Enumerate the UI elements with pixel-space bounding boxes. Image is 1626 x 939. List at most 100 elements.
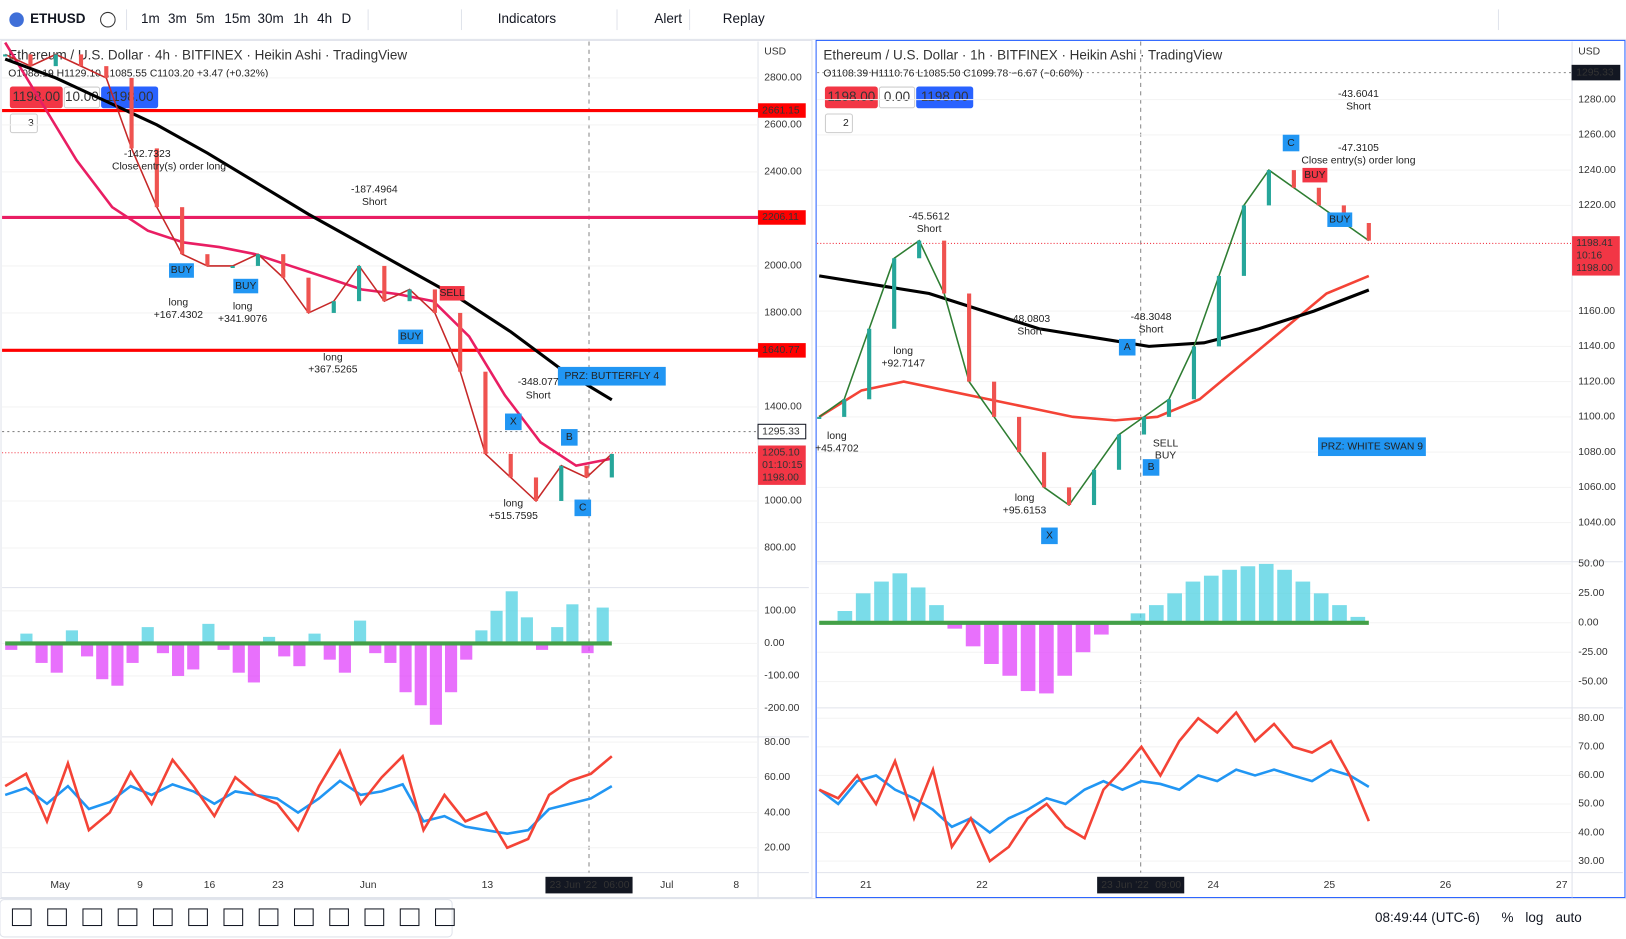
candle bbox=[817, 416, 822, 419]
interval-button[interactable]: 4h bbox=[317, 11, 332, 26]
alert-button[interactable]: Alert bbox=[654, 11, 682, 26]
price-tick-label: 2800.00 bbox=[764, 73, 802, 84]
candle bbox=[458, 312, 463, 372]
pattern-point bbox=[1282, 134, 1300, 152]
chart-annotation: -43.6041 bbox=[1338, 89, 1379, 100]
candle bbox=[867, 328, 872, 400]
time-tick-label: May bbox=[50, 880, 70, 891]
histogram-bar bbox=[338, 643, 351, 673]
chart-annotation: A bbox=[1124, 342, 1131, 353]
osc-tick-label: 0.00 bbox=[764, 638, 784, 649]
clock: 08:49:44 (UTC-6) bbox=[1375, 910, 1480, 925]
order-buy: 1198.00 bbox=[921, 89, 969, 104]
sell-tag bbox=[439, 286, 465, 301]
auto-toggle[interactable]: auto bbox=[1555, 910, 1581, 925]
drawing-tool[interactable] bbox=[188, 908, 208, 927]
interval-button[interactable]: D bbox=[341, 11, 351, 26]
chart-annotation: Short bbox=[917, 224, 942, 235]
chart-annotation: -187.4964 bbox=[351, 184, 398, 195]
ohlc-values: O1088.19 H1129.10 L1085.55 C1103.20 +3.4… bbox=[8, 68, 268, 79]
drawing-tool[interactable] bbox=[152, 908, 173, 927]
drawing-tool[interactable] bbox=[293, 908, 314, 927]
order-button[interactable] bbox=[824, 86, 878, 109]
drawing-tool[interactable] bbox=[364, 908, 385, 927]
moving-average bbox=[818, 274, 1370, 348]
osc-tick-label: -50.00 bbox=[1578, 676, 1608, 687]
level-badge bbox=[758, 210, 806, 225]
histogram-bar bbox=[232, 643, 245, 673]
drawing-tool[interactable] bbox=[399, 908, 420, 927]
histogram-bar bbox=[1057, 622, 1073, 676]
chart-annotation: Short bbox=[1139, 324, 1164, 335]
histogram-bar bbox=[947, 622, 963, 629]
order-button[interactable] bbox=[878, 86, 916, 109]
interval-button[interactable]: 30m bbox=[258, 11, 284, 26]
rsi-tick-label: 60.00 bbox=[764, 772, 790, 783]
compare-button[interactable] bbox=[100, 11, 116, 28]
chart-annotation: long bbox=[893, 346, 913, 357]
histogram-bar bbox=[984, 622, 999, 664]
price-tick-label: 1260.00 bbox=[1578, 130, 1616, 141]
histogram-bar bbox=[202, 623, 215, 644]
histogram-bar bbox=[1130, 613, 1146, 623]
drawing-tool[interactable] bbox=[435, 908, 455, 927]
chart-annotation: +95.6153 bbox=[1003, 506, 1047, 517]
drawing-tool[interactable] bbox=[47, 908, 67, 927]
replay-button[interactable]: Replay bbox=[723, 11, 765, 26]
log-toggle[interactable]: log bbox=[1525, 910, 1543, 925]
chart-annotation: B bbox=[1148, 462, 1155, 473]
chart-annotation: BUY bbox=[400, 332, 421, 343]
drawing-tool[interactable] bbox=[11, 908, 32, 927]
order-button[interactable] bbox=[916, 86, 974, 109]
interval-button[interactable]: 5m bbox=[196, 11, 215, 26]
chart-annotation: -48.3048 bbox=[1131, 312, 1172, 323]
candle bbox=[1366, 223, 1371, 241]
histogram-bar bbox=[855, 593, 871, 623]
candle bbox=[407, 289, 412, 302]
interval-button[interactable]: 3m bbox=[168, 11, 187, 26]
buy-tag bbox=[398, 329, 424, 345]
rsi-fast bbox=[818, 710, 1371, 864]
symbol[interactable]: ETHUSD bbox=[30, 11, 86, 26]
interval-button[interactable]: 1h bbox=[293, 11, 308, 26]
cursor-time-badge bbox=[1097, 876, 1185, 894]
chart-annotation: long bbox=[827, 431, 847, 442]
histogram-bar bbox=[20, 633, 33, 644]
price-tick-label: 1220.00 bbox=[1578, 200, 1616, 211]
indicators-button[interactable]: Indicators bbox=[498, 11, 557, 26]
price-tick-label: 1040.00 bbox=[1578, 517, 1616, 528]
histogram-bar bbox=[293, 643, 306, 667]
percent-toggle[interactable]: % bbox=[1502, 910, 1514, 925]
drawing-tool[interactable] bbox=[258, 908, 279, 927]
chart-annotation: -47.3105 bbox=[1338, 143, 1379, 154]
interval-button[interactable]: 1m bbox=[141, 11, 160, 26]
bid-label: 1198.00 bbox=[1576, 263, 1613, 274]
pattern-box bbox=[557, 366, 666, 386]
histogram-bar bbox=[1222, 569, 1237, 623]
interval-button[interactable]: 15m bbox=[224, 11, 250, 26]
histogram-bar bbox=[566, 604, 579, 644]
drawing-tool[interactable] bbox=[329, 908, 349, 927]
collapse-button[interactable] bbox=[9, 113, 38, 134]
collapse-button[interactable] bbox=[824, 113, 853, 134]
cursor-clock: 06:00 bbox=[604, 880, 630, 891]
histogram-bar bbox=[263, 636, 276, 644]
drawing-tool[interactable] bbox=[82, 908, 103, 927]
candle bbox=[180, 207, 185, 255]
candle bbox=[483, 371, 488, 454]
osc-tick-label: -25.00 bbox=[1578, 647, 1608, 658]
histogram-bar bbox=[837, 611, 853, 623]
histogram-bar bbox=[429, 643, 442, 725]
osc-tick-label: 25.00 bbox=[1578, 588, 1604, 599]
histogram-bar bbox=[308, 633, 321, 644]
order-button[interactable] bbox=[9, 86, 63, 109]
dotted-badge bbox=[757, 423, 807, 440]
histogram-bar bbox=[551, 627, 564, 644]
candle bbox=[942, 240, 947, 294]
drawing-tool[interactable] bbox=[223, 908, 244, 927]
drawing-tool[interactable] bbox=[117, 908, 138, 927]
chart-legend: Ethereum / U.S. Dollar · 1h · BITFINEX ·… bbox=[823, 48, 1222, 63]
osc-tick-label: -100.00 bbox=[764, 671, 799, 682]
time-tick-label: 25 bbox=[1324, 880, 1336, 891]
